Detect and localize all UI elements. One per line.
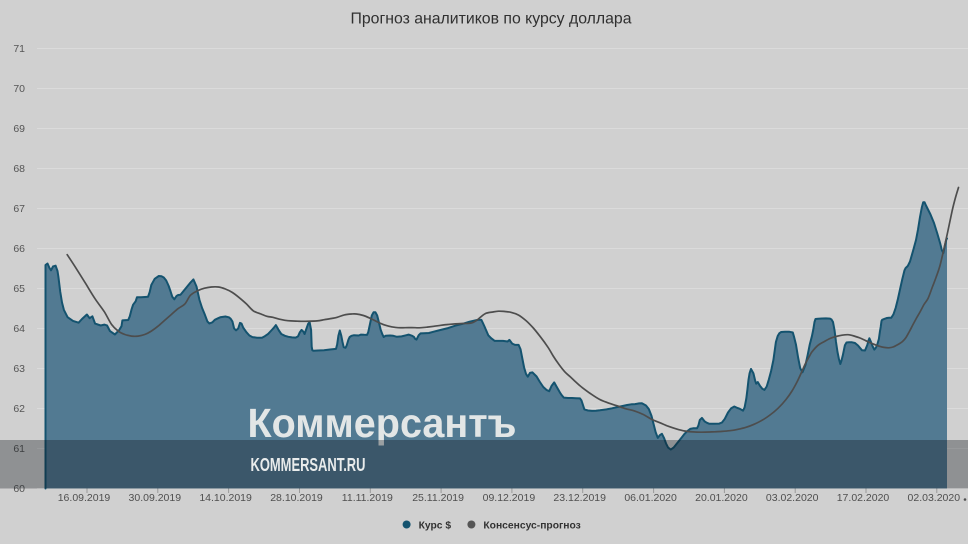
svg-text:Консенсус-прогноз: Консенсус-прогноз [483,520,580,531]
svg-text:60: 60 [13,483,25,495]
svg-text:Коммерсантъ: Коммерсантъ [248,400,517,446]
svg-text:16.09.2019: 16.09.2019 [58,492,111,504]
svg-text:03.02.2020: 03.02.2020 [766,492,819,504]
svg-text:Курс $: Курс $ [419,520,452,531]
svg-text:KOMMERSANT.RU: KOMMERSANT.RU [251,454,366,475]
svg-text:20.01.2020: 20.01.2020 [695,492,748,504]
svg-text:63: 63 [13,363,25,375]
svg-text:62: 62 [13,403,25,415]
svg-text:28.10.2019: 28.10.2019 [270,492,323,504]
svg-text:64: 64 [13,323,25,335]
svg-text:17.02.2020: 17.02.2020 [837,492,890,504]
svg-text:66: 66 [13,243,25,255]
svg-text:71: 71 [13,43,25,55]
svg-text:23.12.2019: 23.12.2019 [553,492,606,504]
svg-text:02.03.2020: 02.03.2020 [908,492,961,504]
svg-text:67: 67 [13,203,25,215]
svg-text:61: 61 [13,443,25,455]
svg-text:30.09.2019: 30.09.2019 [129,492,182,504]
svg-text:Прогноз аналитиков по курсу до: Прогноз аналитиков по курсу доллара [351,11,632,28]
svg-text:69: 69 [13,123,25,135]
svg-text:14.10.2019: 14.10.2019 [199,492,252,504]
svg-text:68: 68 [13,163,25,175]
svg-text:70: 70 [13,83,25,95]
svg-text:09.12.2019: 09.12.2019 [483,492,536,504]
svg-text:25.11.2019: 25.11.2019 [412,492,464,504]
svg-text:06.01.2020: 06.01.2020 [624,492,677,504]
svg-text:65: 65 [13,283,25,295]
svg-text:11.11.2019: 11.11.2019 [342,492,393,504]
